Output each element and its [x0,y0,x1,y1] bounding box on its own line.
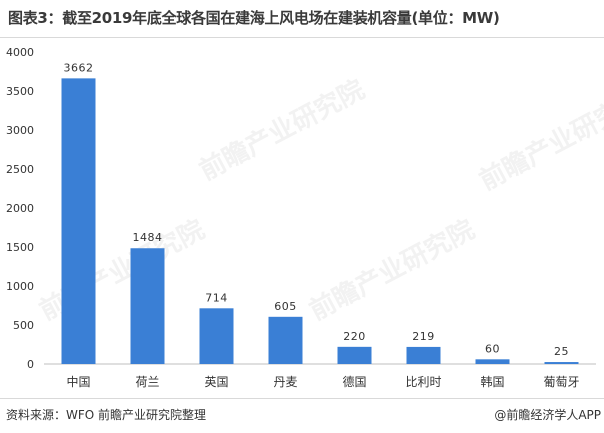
y-tick-label: 4000 [6,46,34,59]
x-category-label: 韩国 [480,374,504,389]
bar [268,316,303,364]
x-category-label: 比利时 [405,375,441,389]
bar [406,346,441,364]
x-category-label: 丹麦 [273,375,297,389]
bar-value-label: 1484 [133,231,163,244]
bar [130,248,165,364]
y-tick-label: 1000 [6,280,34,293]
bar [544,362,579,364]
y-tick-label: 3000 [6,124,34,137]
y-tick-label: 500 [13,319,34,332]
bar-value-label: 25 [554,345,569,358]
x-category-label: 荷兰 [135,375,159,389]
x-category-label: 中国 [66,374,90,389]
bar [61,78,96,364]
bar [337,346,372,364]
y-tick-label: 2000 [6,202,34,215]
bar-value-label: 3662 [64,61,94,74]
y-tick-label: 3500 [6,85,34,98]
y-tick-label: 2500 [6,163,34,176]
x-category-label: 德国 [342,374,366,389]
title-divider [0,37,604,38]
x-category-label: 英国 [204,375,228,389]
brand-credit: @前瞻经济学人APP [494,408,601,422]
bar-value-label: 714 [205,291,228,304]
bar-value-label: 220 [343,330,366,343]
chart-title: 图表3：截至2019年底全球各国在建海上风电场在建装机容量(单位：MW) [8,9,500,27]
source-note: 资料来源：WFO 前瞻产业研究院整理 [6,408,207,422]
footer-divider [0,398,604,399]
bar-chart: 0 500 1000 1500 2000 2500 3000 3500 4000 3662 中国 14… [6,46,596,389]
bar-value-label: 219 [412,330,435,343]
bar-value-label: 60 [485,342,500,355]
bar [475,359,510,364]
bar [199,308,234,364]
bar-value-label: 605 [274,300,297,313]
y-tick-label: 0 [27,358,34,371]
x-category-label: 葡萄牙 [543,375,579,389]
y-tick-label: 1500 [6,241,34,254]
